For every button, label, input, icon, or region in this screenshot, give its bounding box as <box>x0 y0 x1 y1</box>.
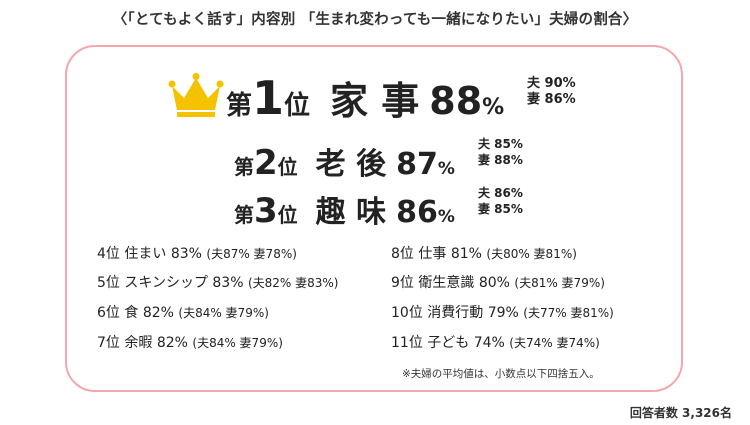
rank-4-item: 4位 住まい 83% (夫87% 妻78%) <box>97 243 297 263</box>
value-label: 82% <box>156 335 193 351</box>
footnote: ※夫婦の平均値は、小数点以下四捨五入。 <box>402 368 600 380</box>
category-label: 趣 味 <box>315 195 387 230</box>
value-label: 82% <box>142 305 179 321</box>
split-values: (夫80% 妻81%) <box>486 247 577 261</box>
rank-suffix: 位 <box>277 155 298 179</box>
rank-suffix: 位 <box>277 203 298 227</box>
rank-suffix: 位 <box>284 91 311 121</box>
split-values: (夫77% 妻81%) <box>523 306 614 320</box>
category-label: 子ども <box>427 335 474 351</box>
category-label: 老 後 <box>315 147 387 182</box>
husband-value: 夫 90% <box>527 76 576 91</box>
rank-prefix: 第 <box>234 155 254 179</box>
category-label: スキンシップ <box>124 275 213 291</box>
husband-value: 夫 85% <box>478 137 523 151</box>
rank-label: 4位 <box>97 246 125 262</box>
respondent-count: 回答者数 3,326名 <box>629 406 732 420</box>
rank-11-item: 11位 子ども 74% (夫74% 妻74%) <box>391 332 600 352</box>
chart-title: 〈「とてもよく話す」内容別 「生まれ変わっても一緒になりたい」夫婦の割合〉 <box>112 12 638 28</box>
rank-2-split: 夫 85% 妻 88% <box>478 136 523 168</box>
value-label: 80% <box>478 275 515 291</box>
rank-7-item: 7位 余暇 82% (夫84% 妻79%) <box>97 332 283 352</box>
rank-number: 3 <box>254 191 278 231</box>
value-label: 83% <box>212 275 248 291</box>
category-label: 衛生意識 <box>418 275 479 291</box>
rank-8-item: 8位 仕事 81% (夫80% 妻81%) <box>391 243 577 263</box>
category-label: 住まい <box>124 246 171 262</box>
value-label: 74% <box>473 335 510 351</box>
ranking-card <box>65 45 683 392</box>
percent-sign: % <box>482 95 505 120</box>
rank-6-item: 6位 食 82% (夫84% 妻79%) <box>97 302 269 322</box>
rank-label: 11位 <box>391 335 428 351</box>
rank-number: 1 <box>252 71 285 125</box>
split-values: (夫84% 妻79%) <box>192 336 283 350</box>
rank-label: 6位 <box>97 305 125 321</box>
value-label: 87 <box>396 147 438 182</box>
value-label: 86 <box>396 195 438 230</box>
percent-sign: % <box>437 159 455 179</box>
split-values: (夫74% 妻74%) <box>509 336 600 350</box>
rank-label: 9位 <box>391 275 419 291</box>
split-values: (夫84% 妻79%) <box>178 306 269 320</box>
value-label: 79% <box>487 305 524 321</box>
category-label: 余暇 <box>124 335 157 351</box>
value-label: 83% <box>170 246 207 262</box>
category-label: 食 <box>124 305 143 321</box>
rank-prefix: 第 <box>226 91 253 121</box>
rank-prefix: 第 <box>234 203 254 227</box>
percent-sign: % <box>437 207 455 227</box>
rank-1-split: 夫 90% 妻 86% <box>527 76 576 108</box>
rank-10-item: 10位 消費行動 79% (夫77% 妻81%) <box>391 302 614 322</box>
wife-value: 妻 88% <box>478 153 523 167</box>
wife-value: 妻 85% <box>478 202 523 216</box>
wife-value: 妻 86% <box>527 92 576 107</box>
split-values: (夫81% 妻79%) <box>514 276 605 290</box>
category-label: 仕事 <box>418 246 451 262</box>
rank-5-item: 5位 スキンシップ 83% (夫82% 妻83%) <box>97 272 339 292</box>
rank-label: 10位 <box>391 305 428 321</box>
rank-number: 2 <box>254 143 278 183</box>
rank-label: 5位 <box>97 275 125 291</box>
split-values: (夫82% 妻83%) <box>247 276 339 290</box>
crown-icon <box>168 73 224 117</box>
category-label: 家 事 <box>330 79 420 123</box>
rank-3-split: 夫 86% 妻 85% <box>478 185 523 217</box>
husband-value: 夫 86% <box>478 186 523 200</box>
rank-9-item: 9位 衛生意識 80% (夫81% 妻79%) <box>391 272 605 292</box>
split-values: (夫87% 妻78%) <box>206 247 297 261</box>
value-label: 88 <box>429 79 483 123</box>
rank-label: 8位 <box>391 246 419 262</box>
value-label: 81% <box>450 246 487 262</box>
rank-label: 7位 <box>97 335 125 351</box>
category-label: 消費行動 <box>427 305 488 321</box>
